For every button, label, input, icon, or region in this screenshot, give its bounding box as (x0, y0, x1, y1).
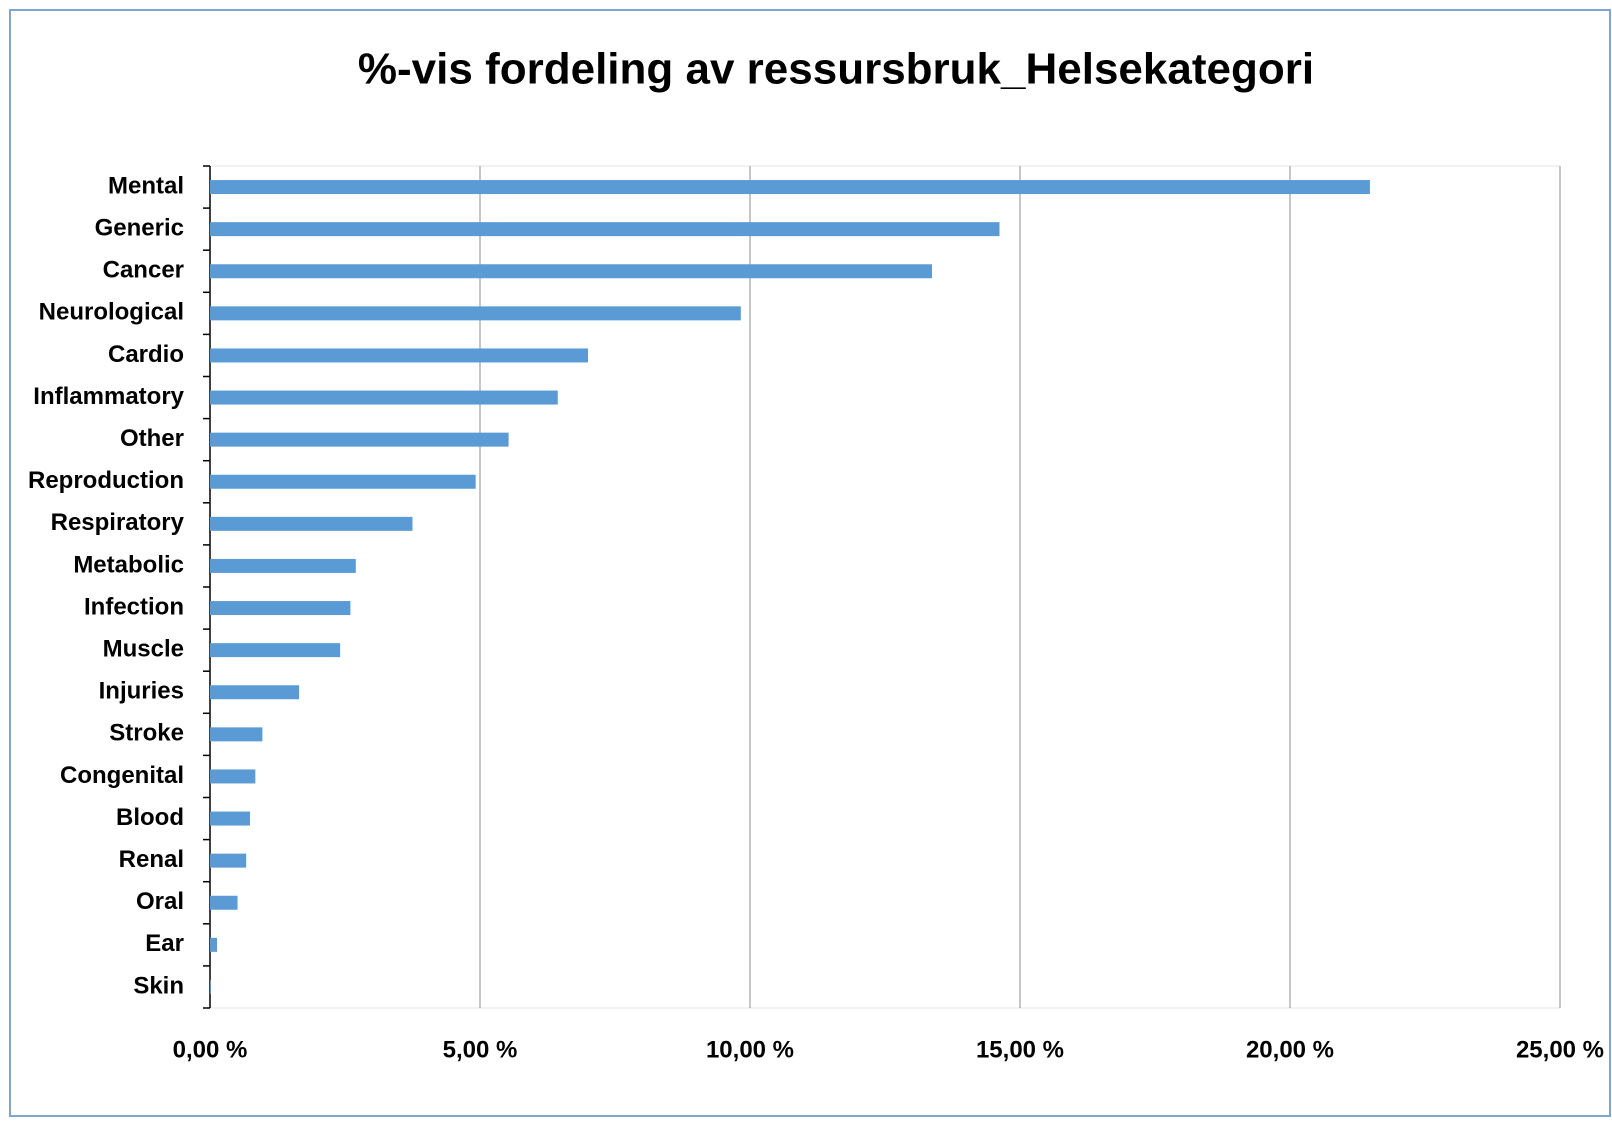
chart-title: %-vis fordeling av ressursbruk_Helsekate… (358, 45, 1314, 94)
x-tick-label: 20,00 % (1246, 1036, 1334, 1063)
y-tick-label: Blood (116, 804, 184, 831)
bar (210, 811, 250, 826)
x-tick-label: 25,00 % (1516, 1036, 1604, 1063)
y-tick-label: Other (120, 425, 184, 452)
bar (210, 937, 218, 952)
bar (210, 895, 238, 910)
y-tick-label: Infection (84, 593, 184, 620)
bar (210, 264, 932, 279)
y-tick-label: Generic (95, 214, 184, 241)
bar (210, 601, 351, 616)
bar (210, 979, 211, 994)
bar (210, 180, 1370, 195)
bar (210, 222, 1000, 237)
y-tick-label: Congenital (60, 762, 184, 789)
y-tick-label: Skin (133, 972, 184, 999)
x-tick-label: 15,00 % (976, 1036, 1064, 1063)
y-tick-label: Ear (145, 930, 184, 957)
y-tick-label: Muscle (103, 635, 184, 662)
y-tick-label: Respiratory (51, 509, 185, 536)
y-tick-label: Cancer (103, 257, 184, 284)
y-tick-label: Reproduction (28, 467, 184, 494)
bar (210, 643, 341, 658)
y-tick-label: Stroke (109, 720, 184, 747)
y-tick-label: Neurological (39, 299, 184, 326)
bar (210, 348, 588, 363)
y-tick-label: Metabolic (73, 551, 184, 578)
y-tick-label: Inflammatory (33, 383, 184, 410)
bar (210, 769, 256, 784)
bar (210, 853, 247, 868)
x-tick-label: 5,00 % (443, 1036, 518, 1063)
y-tick-label: Cardio (108, 341, 184, 368)
y-tick-label: Injuries (99, 678, 184, 705)
x-tick-label: 0,00 % (173, 1036, 248, 1063)
bar (210, 685, 300, 700)
bar (210, 306, 741, 321)
bar (210, 390, 558, 405)
bar (210, 727, 263, 742)
y-tick-label: Mental (108, 172, 184, 199)
x-tick-label: 10,00 % (706, 1036, 794, 1063)
bar (210, 432, 509, 447)
y-tick-label: Renal (119, 846, 184, 873)
bar (210, 474, 476, 489)
bar (210, 558, 356, 573)
y-tick-label: Oral (136, 888, 184, 915)
bar (210, 516, 413, 531)
